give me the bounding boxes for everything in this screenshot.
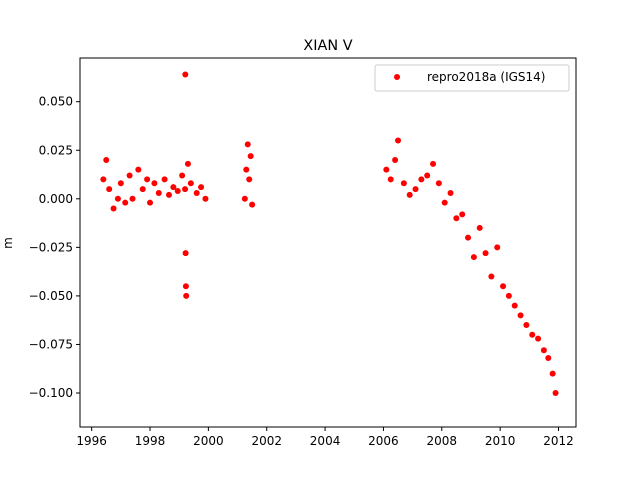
data-point <box>476 224 483 231</box>
y-axis-label: m <box>1 237 15 249</box>
data-point <box>202 195 209 202</box>
data-point <box>114 195 121 202</box>
data-point <box>165 191 172 198</box>
data-point <box>110 205 117 212</box>
data-point <box>387 176 394 183</box>
data-point <box>183 292 190 299</box>
x-tick-label: 1996 <box>76 434 107 448</box>
data-point <box>447 189 454 196</box>
data-point <box>151 180 158 187</box>
data-point <box>400 180 407 187</box>
y-tick-label: 0.050 <box>39 95 73 109</box>
data-point <box>418 176 425 183</box>
data-point <box>383 166 390 173</box>
data-point <box>517 312 524 319</box>
data-point <box>184 160 191 167</box>
y-tick-label: −0.075 <box>29 337 73 351</box>
data-point <box>545 355 552 362</box>
x-tick-label: 2006 <box>368 434 399 448</box>
y-tick-label: 0.025 <box>39 143 73 157</box>
data-point <box>246 176 253 183</box>
data-point <box>198 184 205 191</box>
data-point <box>187 180 194 187</box>
x-tick-label: 2008 <box>427 434 458 448</box>
data-point <box>103 156 110 163</box>
y-axis: 0.050 0.025 0.000 −0.025 −0.050 −0.075 −0.100 <box>29 95 80 400</box>
x-tick-label: 2012 <box>543 434 574 448</box>
y-tick-label: 0.000 <box>39 192 73 206</box>
legend-label: repro2018a (IGS14) <box>427 70 545 84</box>
legend: repro2018a (IGS14) <box>374 64 570 92</box>
data-point <box>193 189 200 196</box>
data-point <box>453 215 460 222</box>
x-tick-label: 1998 <box>135 434 166 448</box>
data-point <box>552 390 559 397</box>
data-point <box>505 292 512 299</box>
y-tick-label: −0.025 <box>29 240 73 254</box>
data-point <box>244 141 251 148</box>
x-tick-label: 2004 <box>310 434 341 448</box>
data-point <box>406 191 413 198</box>
y-tick-label: −0.100 <box>29 386 73 400</box>
data-point <box>430 160 437 167</box>
data-point <box>529 331 536 338</box>
data-point <box>100 176 107 183</box>
legend-box <box>374 64 570 92</box>
data-point <box>106 186 113 193</box>
data-point <box>126 172 133 179</box>
x-axis: 1996 1998 2000 2002 2004 2006 2008 2010 2012 <box>76 427 574 448</box>
data-point <box>500 283 507 290</box>
y-tick-label: −0.050 <box>29 289 73 303</box>
legend-marker <box>394 74 400 80</box>
data-point <box>129 195 136 202</box>
data-point <box>182 186 189 193</box>
x-tick-label: 2000 <box>193 434 224 448</box>
data-points <box>100 71 559 397</box>
data-point <box>549 370 556 377</box>
data-point <box>412 186 419 193</box>
x-tick-label: 2010 <box>485 434 516 448</box>
chart-title: XIAN V <box>303 38 352 54</box>
data-point <box>470 254 477 261</box>
data-point <box>494 244 501 251</box>
data-point <box>147 199 154 206</box>
data-point <box>135 166 142 173</box>
data-point <box>540 347 547 354</box>
data-point <box>139 186 146 193</box>
data-point <box>117 180 124 187</box>
x-tick-label: 2002 <box>251 434 282 448</box>
data-point <box>247 153 254 160</box>
data-point <box>441 199 448 206</box>
data-point <box>182 71 189 78</box>
data-point <box>482 250 489 257</box>
data-point <box>161 176 168 183</box>
data-point <box>435 180 442 187</box>
plot-frame <box>79 57 577 428</box>
data-point <box>182 250 189 257</box>
data-point <box>488 273 495 280</box>
data-point <box>155 189 162 196</box>
data-point <box>144 176 151 183</box>
data-point <box>392 156 399 163</box>
data-point <box>241 195 248 202</box>
data-point <box>395 137 402 144</box>
data-point <box>523 322 530 329</box>
data-point <box>170 184 177 191</box>
data-point <box>511 302 518 309</box>
data-point <box>424 172 431 179</box>
data-point <box>465 234 472 241</box>
data-point <box>243 166 250 173</box>
data-point <box>179 172 186 179</box>
data-point <box>174 188 181 195</box>
data-point <box>182 283 189 290</box>
data-point <box>249 201 256 208</box>
data-point <box>459 211 466 218</box>
data-point <box>122 199 129 206</box>
data-point <box>535 335 542 342</box>
